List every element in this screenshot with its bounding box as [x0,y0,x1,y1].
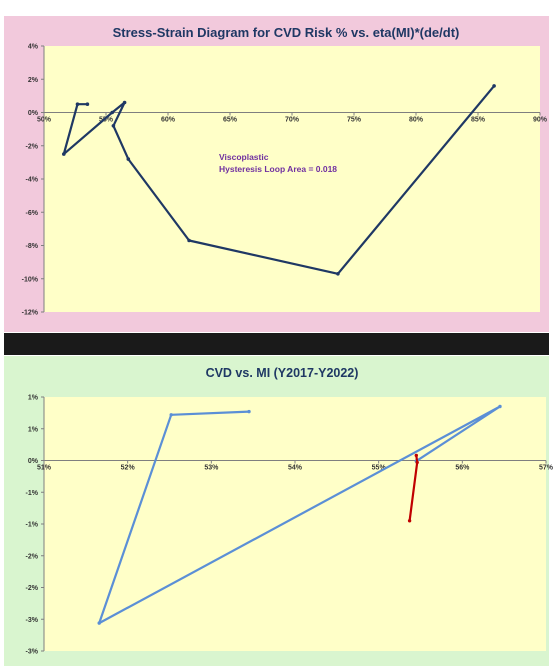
chart1-y-tick-label: 2% [28,77,39,84]
chart2-title: CVD vs. MI (Y2017-Y2022) [206,366,359,380]
chart1-x-tick-label: 70% [285,117,300,124]
chart1-series-1-point [492,84,496,88]
chart2-series-1-point [247,409,251,414]
chart2-y-tick-label: 1% [28,395,39,402]
chart2-y-tick-label: -1% [26,522,39,529]
chart1-title: Stress-Strain Diagram for CVD Risk % vs.… [113,25,460,40]
chart-divider [4,333,549,355]
chart1-series-1-point [187,238,191,243]
chart2-y-tick-label: 0% [28,458,39,465]
chart1-y-tick-label: -10% [22,276,39,283]
chart2-series-1-point [169,413,173,417]
chart1-plot-area [44,46,540,312]
chart1-series-1-line [62,84,496,275]
chart2-y-tick-label: -3% [26,617,39,624]
chart1-x-tick-label: 80% [409,117,424,124]
chart2-x-tick-label: 51% [37,465,52,472]
chart2-x-tick-label: 52% [121,465,136,472]
chart1-x-tick-label: 85% [471,117,486,124]
chart2-x-tick-label: 56% [455,465,470,472]
chart2-series-1-point [498,404,502,409]
chart1-annotation-line2: Hysteresis Loop Area = 0.018 [219,164,337,174]
chart2-y-tick-label: -2% [26,553,39,560]
chart1-y-tick-label: 4% [28,44,39,51]
chart2-y-tick-label: -2% [26,585,39,592]
chart1-series-1-point [126,157,131,161]
chart1-series-1-point [85,102,90,106]
chart1-y-tick-label: -8% [26,243,39,250]
chart2-x-tick-label: 57% [539,465,553,472]
chart1-series-1-point [336,272,340,276]
chart1-y-tick-label: -4% [26,177,39,184]
chart2-series-2-point [415,460,419,465]
chart1-x-tick-label: 90% [533,117,548,124]
chart1-y-tick-label: -6% [26,210,39,217]
chart1-x-tick-label: 60% [161,117,176,124]
chart2-series-1-point [97,621,101,625]
chart2-y-tick-label: 1% [28,426,39,433]
chart1-series-1-point [111,124,116,128]
chart1-y-tick-label: 0% [28,110,39,117]
chart1-y-tick-label: -12% [22,310,39,317]
chart1-x-tick-label: 55% [99,117,114,124]
chart2-series-2-point [407,519,412,523]
chart2-x-tick-label: 55% [372,465,387,472]
chart1-series-1-point [75,102,80,106]
chart2-x-tick-label: 54% [288,465,303,472]
chart1-x-tick-label: 50% [37,117,52,124]
chart1-annotation-line1: Viscoplastic [219,152,269,162]
chart2-series-2-point [414,453,418,458]
chart1-x-tick-label: 65% [223,117,238,124]
chart1-series-1-point [122,100,127,105]
chart1-x-tick-label: 75% [347,117,362,124]
chart1-y-tick-label: -2% [26,143,39,150]
chart2-x-tick-label: 53% [204,465,219,472]
chart2-y-tick-label: -3% [26,649,39,656]
chart1-series-1-point [110,110,114,115]
chart1-series-1-point [62,152,66,156]
chart2-y-tick-label: -1% [26,490,39,497]
